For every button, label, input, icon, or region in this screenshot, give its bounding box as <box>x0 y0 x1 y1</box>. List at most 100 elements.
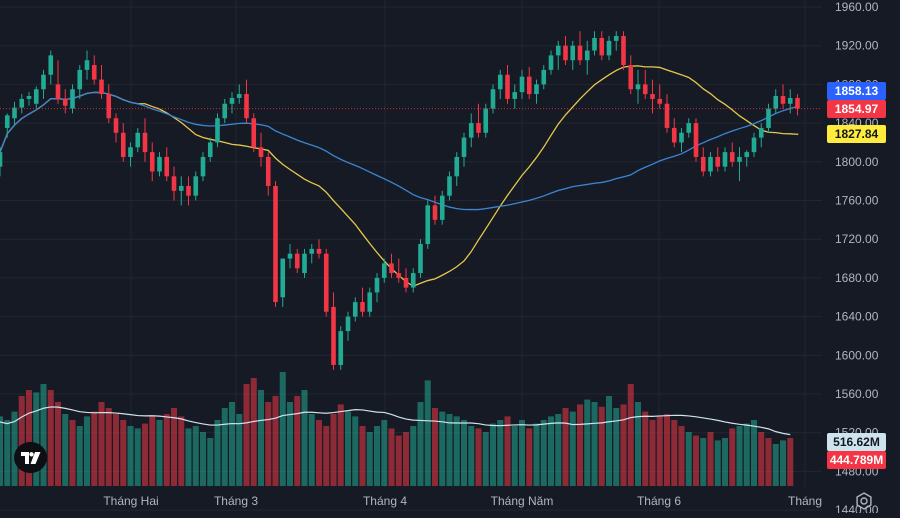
volume-bar <box>649 420 656 486</box>
volume-bar <box>178 416 185 486</box>
volume-bar <box>330 414 337 486</box>
candle <box>309 244 315 264</box>
volume-bar <box>316 420 322 486</box>
candle <box>294 248 300 274</box>
volume-bar <box>105 408 112 486</box>
candle <box>186 176 191 206</box>
volume-bar <box>482 432 489 486</box>
volume-bar <box>395 435 402 486</box>
volume-bar <box>0 416 3 486</box>
candle <box>345 311 351 341</box>
candle <box>642 69 648 99</box>
volume-bar <box>417 402 424 486</box>
x-tick-label: Tháng 6 <box>637 494 681 508</box>
candle <box>447 171 452 201</box>
volume-bar <box>468 426 475 486</box>
volume-bar <box>743 423 750 486</box>
candle <box>302 248 307 278</box>
volume-bar <box>685 432 692 486</box>
volume-bar <box>620 404 627 486</box>
candle <box>396 258 402 283</box>
volume-bar <box>446 414 453 486</box>
volume-bar <box>555 414 562 486</box>
volume-bar <box>163 414 170 486</box>
volume-bar <box>598 406 605 486</box>
candle <box>84 50 90 80</box>
candle <box>164 147 170 182</box>
candles <box>0 31 800 370</box>
volume-bar <box>214 420 221 486</box>
volume-bar <box>772 444 779 486</box>
volume-bar <box>258 390 264 486</box>
tradingview-logo[interactable] <box>14 442 47 473</box>
volume-bar <box>265 402 272 486</box>
candle <box>381 258 387 283</box>
volume-bar <box>33 392 40 486</box>
volume-bar <box>308 414 315 486</box>
candle <box>19 94 25 114</box>
candle <box>519 69 525 99</box>
svg-text:444.789M: 444.789M <box>830 453 883 467</box>
candle <box>548 50 554 75</box>
candle <box>265 152 271 196</box>
candle <box>331 292 336 370</box>
volume-bar <box>627 384 634 486</box>
volume-bar <box>134 428 141 486</box>
volume-bar <box>192 426 199 486</box>
candle <box>686 118 692 138</box>
candle <box>795 94 800 116</box>
candle <box>584 40 590 75</box>
candle <box>410 268 416 293</box>
volume-bar <box>671 420 678 486</box>
volume-bar <box>751 420 757 486</box>
candle <box>722 147 728 172</box>
volume-bar <box>287 402 293 486</box>
volume-bar <box>156 420 163 486</box>
x-tick-label: Tháng Hai <box>103 494 158 508</box>
candle <box>360 287 365 317</box>
volume-bar <box>453 416 460 486</box>
volume-bar <box>323 426 330 486</box>
volume-bar <box>707 432 714 486</box>
volume-bar <box>113 414 119 486</box>
candle <box>316 239 322 259</box>
candle <box>48 50 54 85</box>
candle <box>621 31 626 70</box>
candle <box>62 89 68 114</box>
chart-settings-button[interactable] <box>853 490 875 512</box>
candle <box>135 127 141 153</box>
candle <box>454 152 460 186</box>
volume-bar <box>374 426 380 486</box>
volume-bar <box>642 411 649 486</box>
svg-text:516.62M: 516.62M <box>833 435 880 449</box>
y-tick-label: 1600.00 <box>835 348 879 362</box>
x-tick-label: Tháng 3 <box>214 494 258 508</box>
volume-bar <box>410 426 417 486</box>
volume-bar <box>11 411 18 486</box>
x-tick-label: Tháng 4 <box>363 494 407 508</box>
volume-bar <box>250 378 257 486</box>
y-tick-label: 1920.00 <box>835 39 879 53</box>
candle <box>229 92 235 114</box>
candle <box>215 113 220 148</box>
volume-bar <box>765 438 772 486</box>
volume-bar <box>272 396 279 486</box>
candle <box>541 65 547 90</box>
volume-bar <box>207 438 214 486</box>
volume-bar <box>591 402 598 486</box>
candle <box>77 65 83 99</box>
volume-bar <box>62 414 69 486</box>
time-axis[interactable]: Tháng Hai Tháng 3 Tháng 4 Tháng Năm Tháng 6 T… <box>103 494 822 508</box>
candle <box>744 150 750 167</box>
volume-bar <box>656 416 663 486</box>
candle <box>787 89 793 114</box>
volume-ma-tag: 516.62M <box>827 433 886 451</box>
ma-long-line <box>0 91 798 211</box>
volume-bar <box>475 428 482 486</box>
candle <box>120 123 126 162</box>
candle <box>251 113 257 153</box>
candle <box>505 65 510 104</box>
volume-bar <box>540 420 547 486</box>
